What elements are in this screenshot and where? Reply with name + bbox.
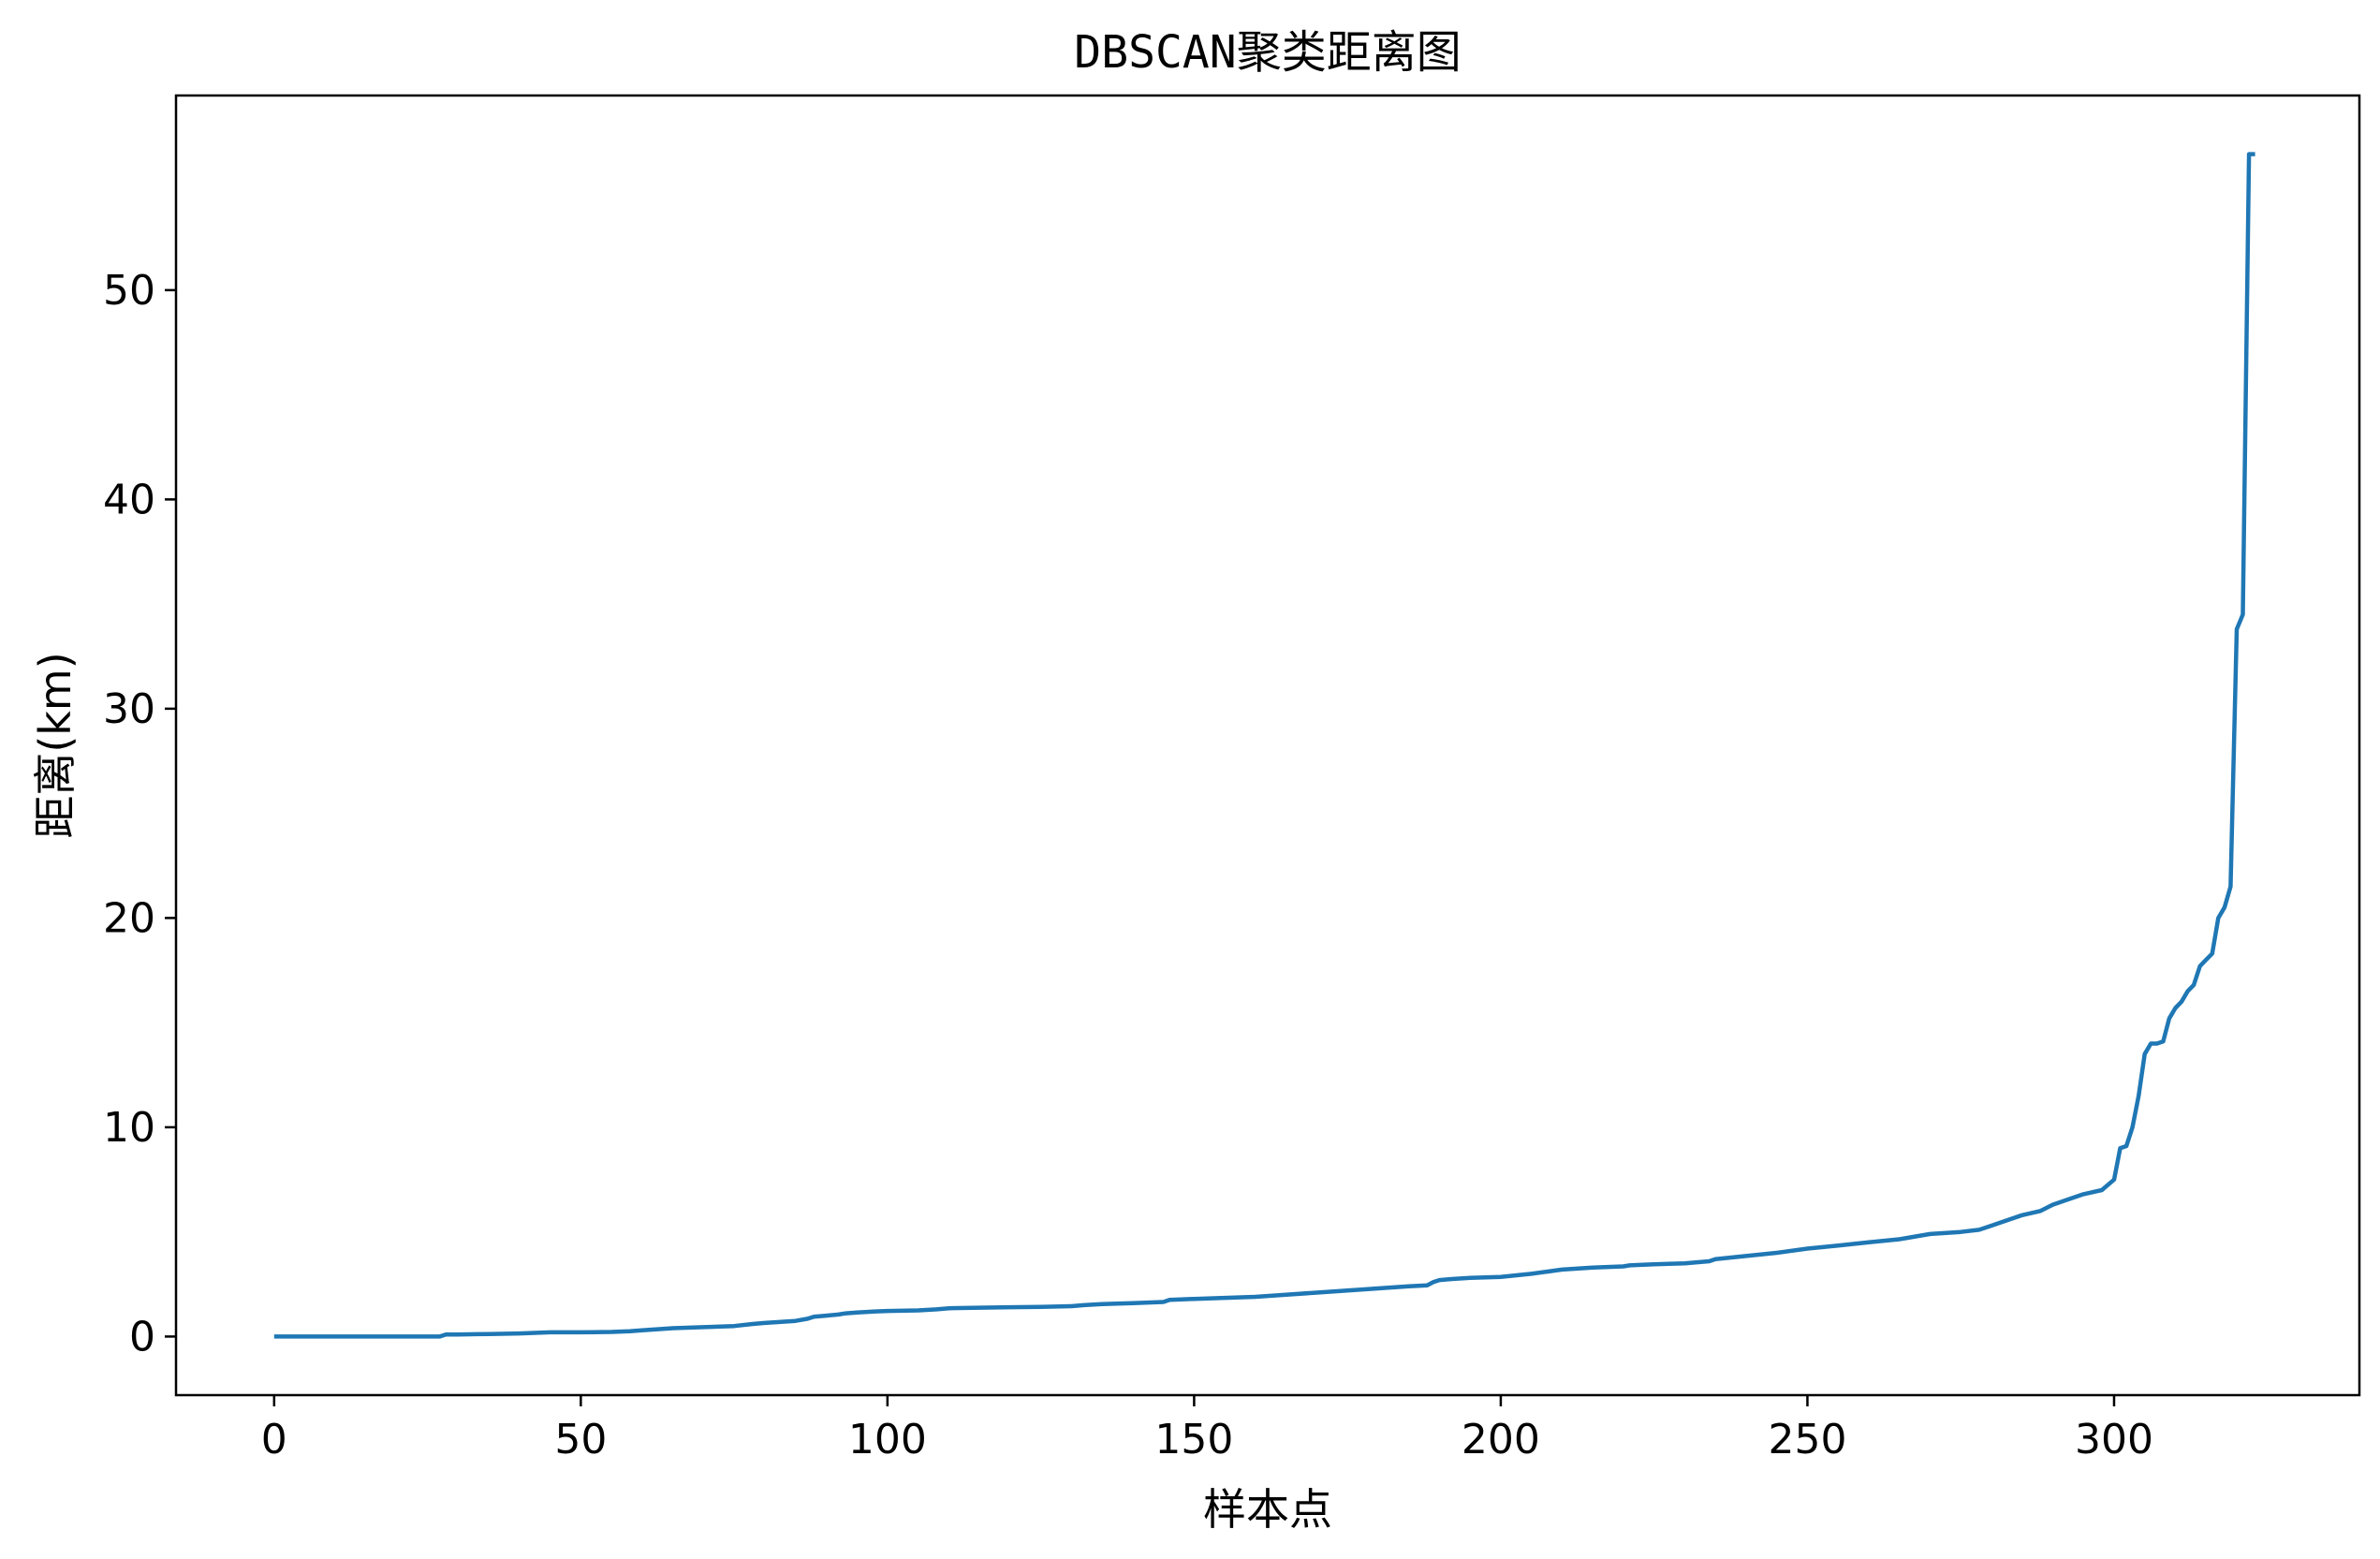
y-tick-label: 30 (103, 685, 155, 733)
axis-ticks: 0 50 100 150 200 250 300 0 10 20 30 40 50 (103, 267, 2153, 1463)
x-tick-label: 250 (1768, 1416, 1846, 1463)
y-tick-label: 50 (103, 267, 155, 315)
y-tick-label: 0 (129, 1313, 155, 1360)
x-axis-title: 样本点 (1203, 1484, 1332, 1535)
plot-area (273, 152, 2255, 1339)
series-line (273, 152, 2255, 1339)
y-tick-label: 40 (103, 476, 155, 523)
chart-title: DBSCAN聚类距离图 (1074, 26, 1461, 79)
x-tick-label: 200 (1462, 1416, 1540, 1463)
x-tick-label: 100 (848, 1416, 927, 1463)
x-tick-label: 150 (1154, 1416, 1233, 1463)
x-tick-label: 0 (261, 1416, 287, 1463)
x-tick-label: 300 (2075, 1416, 2153, 1463)
axes-frame (174, 94, 2361, 1397)
y-tick-label: 20 (103, 894, 155, 942)
x-tick-label: 50 (554, 1416, 607, 1463)
y-axis-title: 距离(km) (30, 652, 81, 838)
y-tick-label: 10 (103, 1104, 155, 1152)
